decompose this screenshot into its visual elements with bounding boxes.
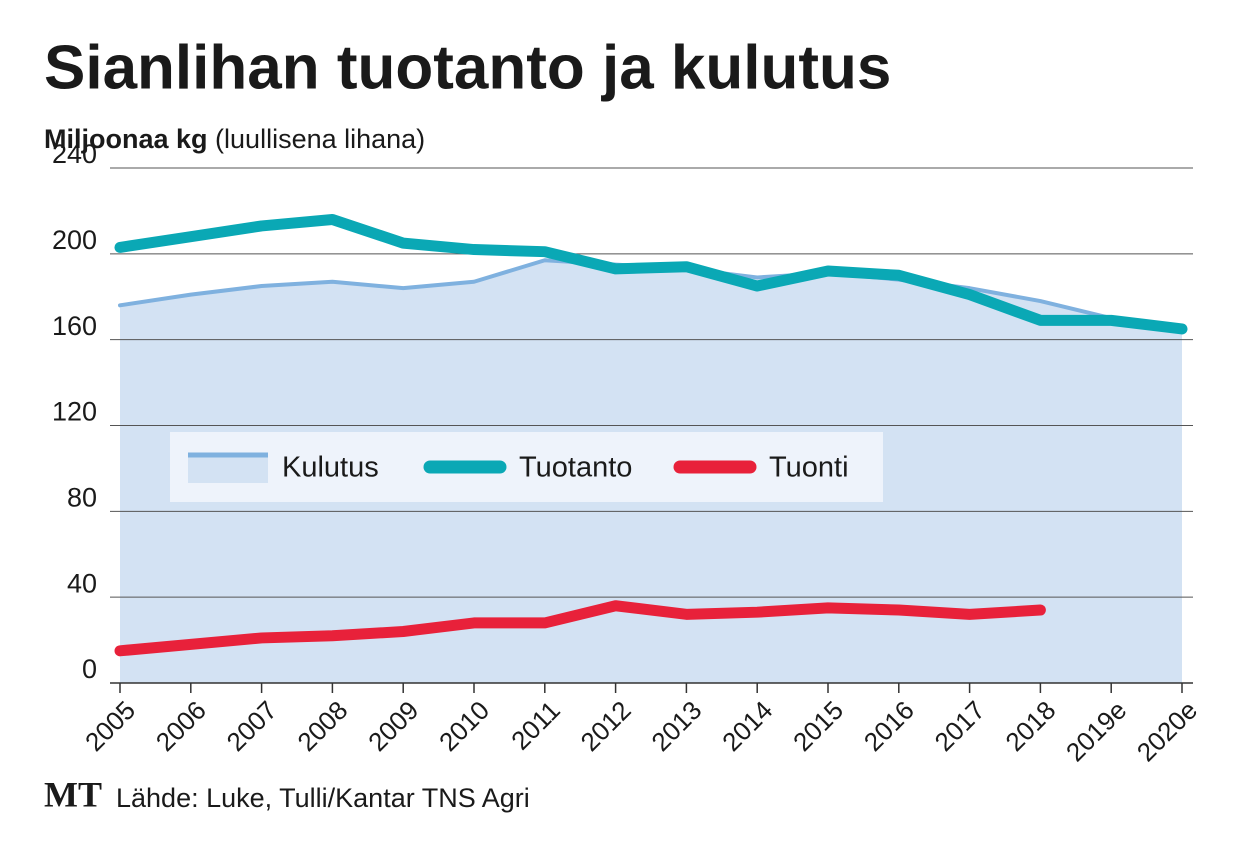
x-tick-label: 2007	[221, 695, 283, 757]
logo: MT	[44, 774, 102, 814]
legend: Kulutus Tuotanto Tuonti	[170, 432, 883, 502]
chart-title: Sianlihan tuotanto ja kulutus	[44, 33, 891, 102]
x-tick-label: 2013	[645, 695, 707, 757]
x-tick-label: 2017	[929, 695, 991, 757]
x-tick-label: 2019e	[1060, 695, 1132, 767]
line	[114, 600, 1046, 657]
line	[114, 214, 1188, 335]
y-tick-label: 0	[82, 654, 97, 684]
y-tick-label: 200	[52, 225, 97, 255]
y-tick-label: 160	[52, 311, 97, 341]
x-tick-label: 2020e	[1131, 695, 1203, 767]
legend-box	[170, 432, 883, 502]
y-tick-label: 120	[52, 397, 97, 427]
legend-swatch-area	[188, 455, 268, 483]
subtitle-note: (luullisena lihana)	[215, 124, 425, 154]
subtitle-unit: Miljoonaa kg	[44, 124, 208, 154]
x-tick-label: 2009	[362, 695, 424, 757]
x-tick-label: 2016	[858, 695, 920, 757]
x-tick-label: 2006	[150, 695, 212, 757]
x-tick-label: 2018	[999, 695, 1061, 757]
x-tick-label: 2010	[433, 695, 495, 757]
x-tick-label: 2012	[575, 695, 637, 757]
x-tick-label: 2008	[291, 695, 353, 757]
legend-label: Kulutus	[282, 452, 379, 484]
x-tick-label: 2005	[79, 695, 141, 757]
subtitle: Miljoonaa kg (luullisena lihana)	[44, 124, 425, 154]
source: Lähde: Luke, Tulli/Kantar TNS Agri	[116, 783, 530, 813]
y-tick-label: 40	[67, 568, 97, 598]
y-tick-label: 80	[67, 482, 97, 512]
y-tick-label: 240	[52, 139, 97, 169]
x-tick-label: 2014	[716, 695, 778, 757]
x-tick-label: 2011	[505, 695, 566, 756]
legend-label: Tuonti	[769, 452, 849, 484]
x-tick-label: 2015	[787, 695, 849, 757]
legend-label: Tuotanto	[519, 452, 632, 484]
